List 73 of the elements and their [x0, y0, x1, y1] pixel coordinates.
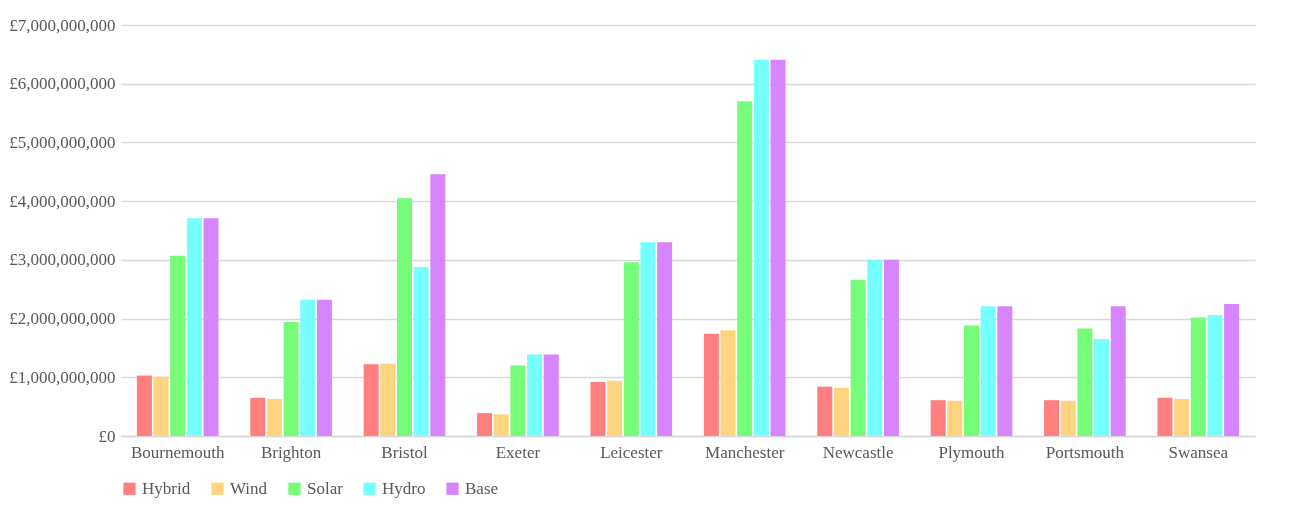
- bar: [867, 259, 883, 436]
- y-tick-label: £5,000,000,000: [9, 132, 116, 152]
- bar: [947, 400, 963, 436]
- x-tick-label: Bristol: [381, 442, 428, 462]
- bar: [997, 306, 1013, 436]
- legend-label: Base: [465, 478, 499, 498]
- legend-label: Solar: [307, 478, 344, 498]
- y-tick-label: £4,000,000,000: [9, 191, 116, 211]
- bar: [657, 242, 673, 436]
- x-tick-label: Brighton: [260, 442, 322, 462]
- bar: [543, 354, 559, 436]
- x-tick-label: Manchester: [705, 442, 785, 462]
- bar: [964, 325, 979, 436]
- legend-label: Hybrid: [142, 478, 191, 498]
- bar: [430, 174, 446, 436]
- legend-label: Hydro: [382, 478, 426, 498]
- x-tick-label: Newcastle: [822, 442, 894, 462]
- y-tick-label: £6,000,000,000: [9, 74, 116, 94]
- bar: [397, 198, 412, 436]
- bar: [363, 364, 379, 436]
- bar: [477, 413, 493, 436]
- bar: [720, 330, 736, 436]
- bar: [203, 218, 219, 436]
- bar: [883, 259, 899, 436]
- bar: [186, 218, 202, 436]
- x-tick-label: Exeter: [495, 442, 541, 462]
- y-tick-label: £0: [98, 426, 116, 446]
- bar: [510, 365, 526, 436]
- legend-label: Wind: [230, 478, 268, 498]
- bar: [136, 375, 152, 436]
- bar: [607, 380, 623, 436]
- bar: [170, 255, 186, 436]
- y-tick-label: £1,000,000,000: [9, 367, 116, 387]
- bar: [266, 399, 282, 436]
- bar: [283, 322, 299, 436]
- bar: [1110, 306, 1126, 436]
- bar: [753, 59, 769, 436]
- bar: [850, 279, 866, 436]
- bar: [623, 262, 639, 436]
- bar: [1224, 303, 1240, 436]
- bar: [1044, 400, 1060, 436]
- bar: [1060, 400, 1076, 436]
- bar: [153, 376, 169, 436]
- bar: [980, 306, 996, 436]
- bar: [493, 414, 509, 436]
- bar: [380, 363, 396, 436]
- bar: [1157, 397, 1173, 436]
- bar: [930, 400, 946, 436]
- x-tick-label: Bournemouth: [130, 442, 225, 462]
- x-tick-label: Plymouth: [938, 442, 1006, 462]
- bar: [1207, 315, 1223, 436]
- bar: [590, 381, 606, 436]
- bar: [250, 397, 266, 436]
- bar: [527, 354, 543, 436]
- bar: [640, 242, 656, 436]
- y-tick-label: £3,000,000,000: [9, 250, 116, 270]
- bar: [316, 299, 332, 436]
- bar: [737, 101, 753, 436]
- bar: [770, 59, 786, 436]
- bar: [1077, 328, 1093, 436]
- bar: [413, 266, 429, 436]
- bar: [703, 333, 719, 436]
- bar: [300, 299, 316, 436]
- y-tick-label: £7,000,000,000: [9, 15, 116, 35]
- x-tick-label: Portsmouth: [1045, 442, 1125, 462]
- x-tick-label: Swansea: [1168, 442, 1229, 462]
- bar: [1190, 317, 1206, 436]
- y-tick-label: £2,000,000,000: [9, 309, 116, 329]
- x-tick-label: Leicester: [600, 442, 663, 462]
- bar: [1174, 399, 1190, 436]
- bar: [1094, 339, 1110, 436]
- bar: [833, 387, 849, 436]
- bar: [817, 386, 833, 436]
